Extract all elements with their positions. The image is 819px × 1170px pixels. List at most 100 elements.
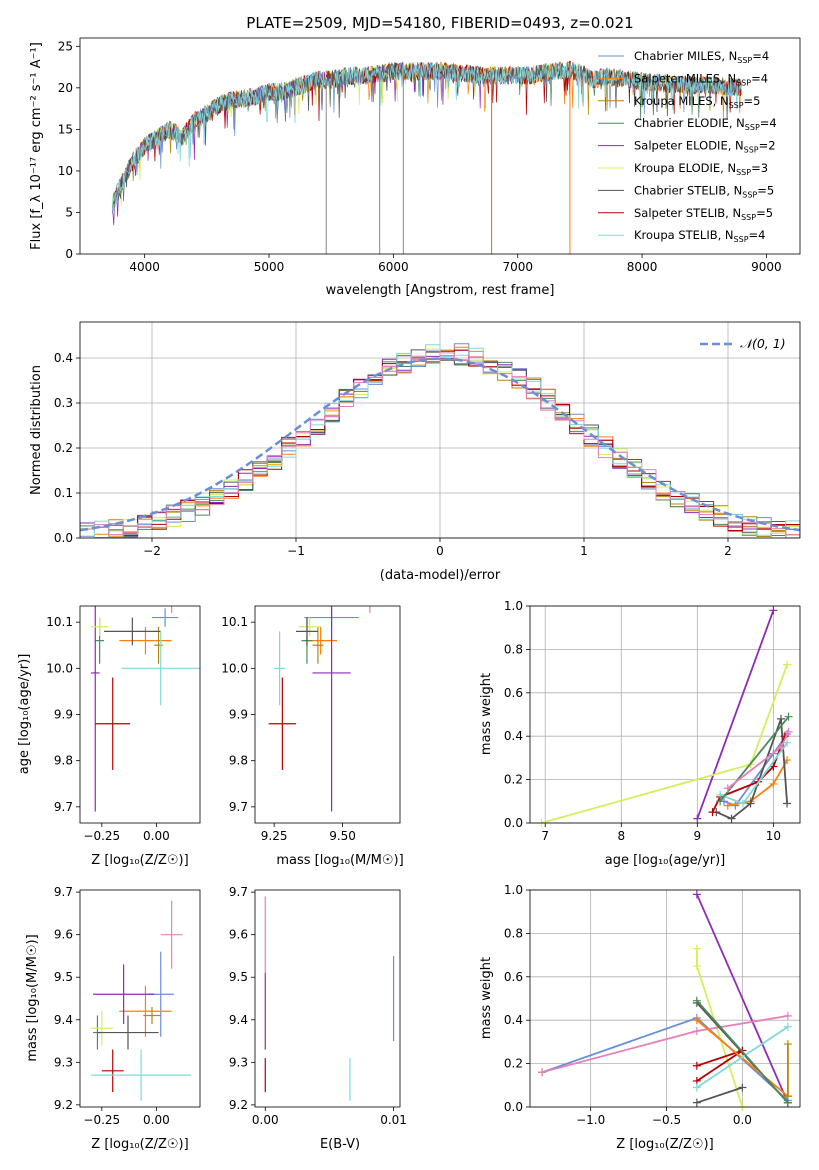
y-tick-label: 10.1 (46, 615, 73, 629)
errorbar-pink (160, 900, 183, 969)
errorbar-salpeter-elodie (90, 606, 100, 812)
marker (692, 1098, 701, 1107)
y-tick-label: 9.8 (54, 754, 73, 768)
y-axis-label: age [log₁₀(age/yr)] (17, 654, 32, 775)
marker (692, 1061, 701, 1070)
errorbar-kroupa-miles (143, 1007, 161, 1025)
legend-entry: Chabrier ELODIE, NSSP=4 (634, 116, 777, 132)
y-tick-label: 9.7 (229, 885, 248, 899)
x-axis-label: E(B-V) (320, 1137, 360, 1152)
y-axis-label: Flux [f_λ 10⁻¹⁷ erg cm⁻² s⁻¹ A⁻¹] (29, 42, 44, 250)
errorbar-salpeter-stelib (268, 677, 297, 770)
x-axis-label: mass [log₁₀(M/M☉)] (276, 853, 403, 868)
y-tick-label: 9.4 (229, 1013, 248, 1027)
marker (783, 799, 792, 808)
y-tick-label: 0.2 (54, 441, 73, 455)
x-tick-label: 2 (724, 544, 732, 558)
marker (727, 814, 736, 823)
panel-5: 7 8 9 10 0.0 0.2 0.4 0.6 0.8 1.0 age [log₁₀(age/yr… (479, 599, 801, 868)
y-tick-label: 0.2 (504, 773, 523, 787)
errorbar-pink (171, 606, 173, 613)
x-axis-label: Z [log₁₀(Z/Z☉)] (91, 1137, 188, 1152)
line-chabrier-elodie (696, 1000, 789, 1104)
marker (692, 1083, 701, 1092)
y-tick-label: 9.3 (54, 1055, 73, 1069)
marker (776, 743, 785, 752)
line-chabrier-stelib (696, 1086, 743, 1104)
line-salpeter-stelib (696, 1049, 743, 1082)
errorbar-salpeter-elodie (312, 606, 351, 812)
marker (784, 727, 793, 736)
panel-8: −1.0 −0.5 0.0 0.0 0.2 0.4 0.6 0.8 1.0 Z [log₁₀(Z/… (479, 883, 801, 1152)
panel-1: 4000 5000 6000 7000 8000 9000 0 5 10 15 20 25 wavele… (29, 37, 801, 298)
marker (708, 808, 717, 817)
y-tick-label: 9.8 (229, 754, 248, 768)
x-tick-label: 8000 (627, 260, 658, 274)
x-axis-label: wavelength [Angstrom, rest frame] (326, 283, 555, 298)
marker (692, 1016, 701, 1025)
x-tick-label: 0 (436, 544, 444, 558)
errorbar-kroupa-miles (154, 626, 163, 664)
y-tick-label: 9.4 (54, 1013, 73, 1027)
errorbar-kroupa-elodie (298, 617, 321, 637)
y-tick-label: 9.9 (54, 708, 73, 722)
errorbar-salpeter-stelib (101, 1049, 124, 1093)
marker (692, 890, 701, 899)
x-tick-label: 5000 (254, 260, 285, 274)
y-tick-label: 9.7 (229, 800, 248, 814)
y-tick-label: 0 (65, 247, 73, 261)
axes-frame (79, 321, 801, 539)
x-tick-label: −1.0 (576, 1113, 605, 1127)
x-tick-label: 8 (617, 829, 625, 843)
y-tick-label: 9.2 (229, 1098, 248, 1112)
x-tick-label: 0.00 (143, 1113, 170, 1127)
y-tick-label: 10.0 (221, 661, 248, 675)
marker (784, 712, 793, 721)
marker (693, 814, 702, 823)
errorbar-chabrier-stelib (97, 1015, 159, 1050)
x-axis-label: age [log₁₀(age/yr)] (605, 853, 726, 868)
axes-frame (79, 605, 201, 824)
x-axis-label: Z [log₁₀(Z/Z☉)] (91, 853, 188, 868)
y-tick-label: 9.5 (54, 970, 73, 984)
y-tick-label: 0.3 (54, 396, 73, 410)
panel-4: 9.25 9.50 9.7 9.8 9.9 10.0 10.1 mass [log₁₀(M/M… (221, 605, 404, 868)
marker (776, 714, 785, 723)
x-tick-label: 0.0 (733, 1113, 752, 1127)
x-tick-label: −2 (143, 544, 161, 558)
x-tick-label: 0.00 (252, 1113, 279, 1127)
x-tick-label: −0.25 (83, 1113, 120, 1127)
y-tick-label: 0.8 (504, 642, 523, 656)
legend-entry: Kroupa ELODIE, NSSP=3 (634, 161, 768, 177)
marker (716, 797, 725, 806)
x-tick-label: 0.01 (380, 1113, 407, 1127)
errorbar-kroupa-stelib (274, 631, 286, 706)
x-tick-label: 9.50 (329, 829, 356, 843)
y-tick-label: 25 (58, 39, 73, 53)
panel-2: −2 −1 0 1 2 0.0 0.1 0.2 0.3 0.4 𝒩(0, 1) (data-model… (29, 321, 801, 583)
line-chabrier-miles (541, 1016, 789, 1102)
marker (723, 801, 732, 810)
marker (783, 738, 792, 747)
x-axis-label: (data-model)/error (380, 568, 501, 583)
y-tick-label: 9.3 (229, 1055, 248, 1069)
legend-entry: Kroupa MILES, NSSP=5 (634, 94, 761, 110)
y-tick-label: 1.0 (504, 883, 523, 897)
errorbar-kroupa-stelib (121, 631, 200, 706)
y-tick-label: 0.0 (504, 1100, 523, 1114)
panel-6: −0.25 0.00 9.2 9.3 9.4 9.5 9.6 9.7 Z [log₁₀(Z/Z☉… (25, 885, 201, 1152)
x-tick-label: 9 (694, 829, 702, 843)
legend-entry: Kroupa STELIB, NSSP=4 (634, 228, 765, 244)
x-tick-label: −0.5 (652, 1113, 681, 1127)
x-tick-label: 4000 (129, 260, 160, 274)
marker (731, 801, 740, 810)
errorbar-salpeter-stelib (95, 677, 131, 770)
y-axis-label: mass weight (479, 673, 494, 755)
errorbar-chabrier-stelib (296, 617, 318, 646)
x-tick-label: 9.25 (261, 829, 288, 843)
y-tick-label: 10 (58, 164, 73, 178)
y-axis-label: Normed distribution (29, 365, 44, 495)
errorbar-chabrier-miles (152, 608, 179, 627)
legend-entry: Salpeter ELODIE, NSSP=2 (634, 139, 776, 155)
line-chabrier-elodie (719, 716, 790, 802)
